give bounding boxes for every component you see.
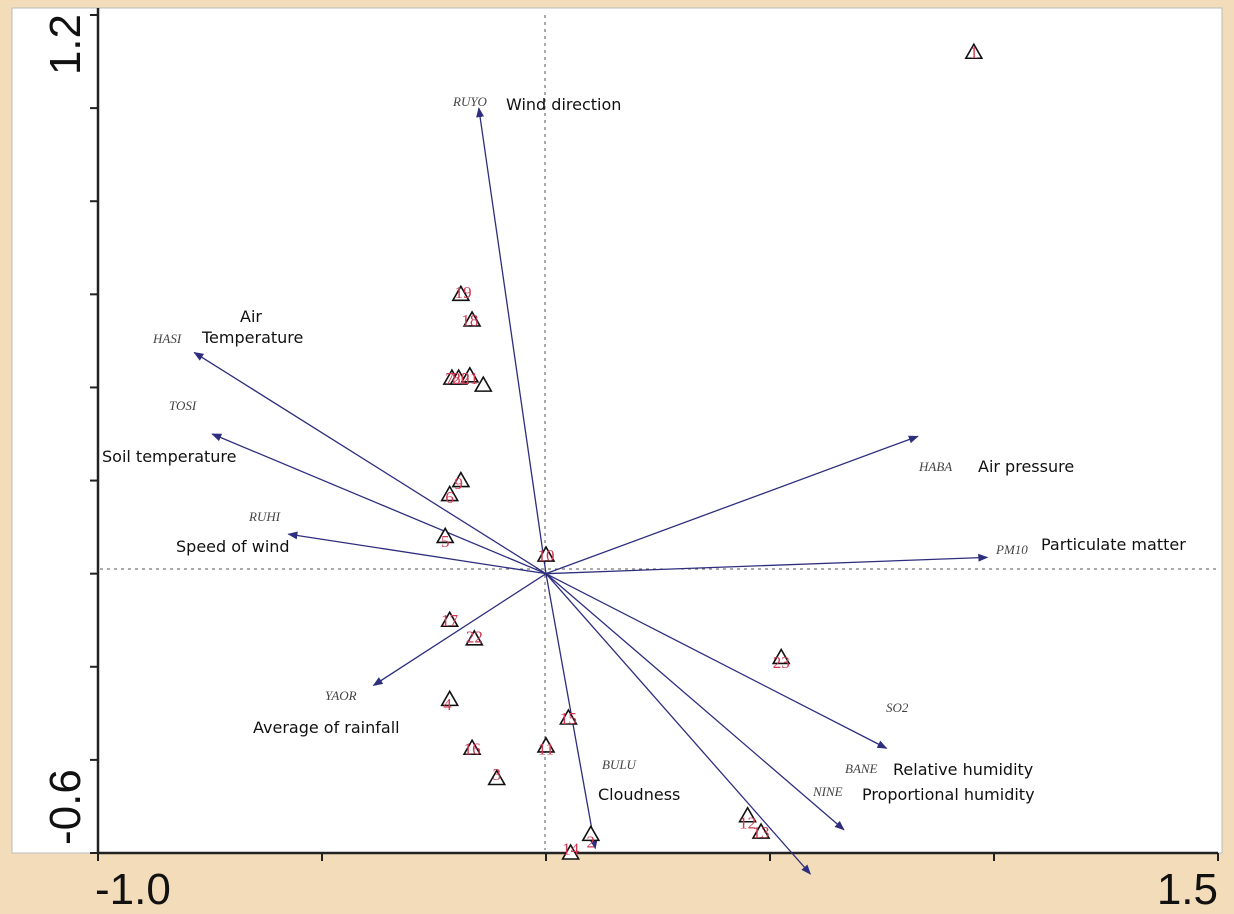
vector-code-tosi: TOSI <box>169 398 197 413</box>
vector-arrow-ruhi <box>287 531 547 575</box>
site-marker <box>451 470 471 488</box>
vector-name-bulu: Cloudness <box>598 785 680 804</box>
vector-name-bane: Relative humidity <box>893 760 1033 779</box>
vector-arrow-haba <box>545 435 919 575</box>
vector-name-ruyo: Wind direction <box>506 95 621 114</box>
vector-code-bane: BANE <box>845 761 878 776</box>
y-tick-label-top: 1.2 <box>41 14 90 75</box>
site-marker <box>440 689 460 707</box>
site-label-10: 10 <box>538 546 555 565</box>
site-label-9: 9 <box>454 474 463 493</box>
vectors: RUYO Wind direction HASI Air Temperature TOSI… <box>102 94 1186 875</box>
vector-arrow-pm10 <box>545 553 989 575</box>
site-label-15: 15 <box>560 709 577 728</box>
site-marker <box>581 824 601 842</box>
site-label-23: 23 <box>773 653 790 672</box>
site-marker <box>460 366 480 383</box>
vector-code-so2: SO2 <box>886 700 909 715</box>
vector-arrow-nine <box>545 573 811 875</box>
vector-arrow-so2 <box>545 573 888 749</box>
site-label-7: 7 <box>445 369 454 388</box>
site-label-22: 22 <box>466 628 483 647</box>
site-marker <box>435 526 455 544</box>
site-label-6: 6 <box>445 488 454 507</box>
site-label-3: 3 <box>492 765 501 784</box>
vector-arrow-bane <box>545 573 845 831</box>
site-marker <box>561 843 581 860</box>
site-marker <box>440 610 460 628</box>
site-marker <box>771 647 791 665</box>
site-marker <box>464 629 484 646</box>
site-marker <box>462 310 482 327</box>
x-tick-label-max: 1.5 <box>1157 865 1218 909</box>
vector-arrow-hasi <box>193 351 547 575</box>
vector-code-ruyo: RUYO <box>452 94 488 109</box>
axis-ticks <box>90 14 1219 861</box>
x-tick-label-min: -1.0 <box>95 865 171 909</box>
vector-code-pm10: PM10 <box>995 542 1028 557</box>
site-marker <box>559 708 578 725</box>
vector-code-nine: NINE <box>812 784 843 799</box>
site-marker <box>964 42 984 60</box>
site-label-12: 12 <box>739 814 756 833</box>
vector-name-tosi: Soil temperature <box>102 447 237 466</box>
site-marker <box>751 822 771 839</box>
site-label-16: 16 <box>464 739 481 758</box>
vector-code-hasi: HASI <box>152 331 182 346</box>
site-marker <box>738 806 757 823</box>
vector-name-yaor: Average of rainfall <box>253 718 400 737</box>
site-marker <box>462 738 482 756</box>
site-label-5: 5 <box>441 532 450 551</box>
vector-name-nine: Proportional humidity <box>862 785 1035 804</box>
vector-name-hasi: Air Temperature <box>201 307 303 347</box>
vector-name-pm10: Particulate matter <box>1041 535 1186 554</box>
site-marker <box>487 768 507 786</box>
site-marker <box>473 375 493 392</box>
y-tick-label-bottom: -0.6 <box>41 769 90 845</box>
vector-arrow-ruyo <box>476 107 547 574</box>
site-label-17: 17 <box>441 611 459 630</box>
vector-code-ruhi: RUHI <box>248 509 281 524</box>
site-marker <box>536 736 556 753</box>
site-label-13: 13 <box>753 823 770 842</box>
vector-name-haba: Air pressure <box>978 457 1074 476</box>
site-label-20: 20 <box>452 369 469 388</box>
site-marker <box>536 545 556 562</box>
vector-arrow-yaor <box>372 573 547 686</box>
site-label-21: 21 <box>461 369 478 388</box>
vector-code-bulu: BULU <box>602 757 638 772</box>
site-label-11: 11 <box>538 739 554 758</box>
site-label-19: 19 <box>455 283 472 302</box>
vector-arrow-bulu <box>545 573 598 850</box>
site-label-18: 18 <box>461 311 478 330</box>
vector-code-haba: HABA <box>918 459 952 474</box>
vector-name-ruhi: Speed of wind <box>176 537 290 556</box>
site-label-1: 1 <box>970 43 979 62</box>
vector-arrow-tosi <box>211 433 547 575</box>
site-label-8: 8 <box>452 369 461 388</box>
site-label-2: 2 <box>587 832 596 851</box>
site-label-14: 14 <box>562 839 580 858</box>
vector-code-yaor: YAOR <box>325 688 357 703</box>
site-marker <box>440 484 460 502</box>
site-label-4: 4 <box>443 695 452 714</box>
site-marker <box>451 284 471 302</box>
site-markers <box>435 42 984 860</box>
plot-area <box>12 8 1222 853</box>
